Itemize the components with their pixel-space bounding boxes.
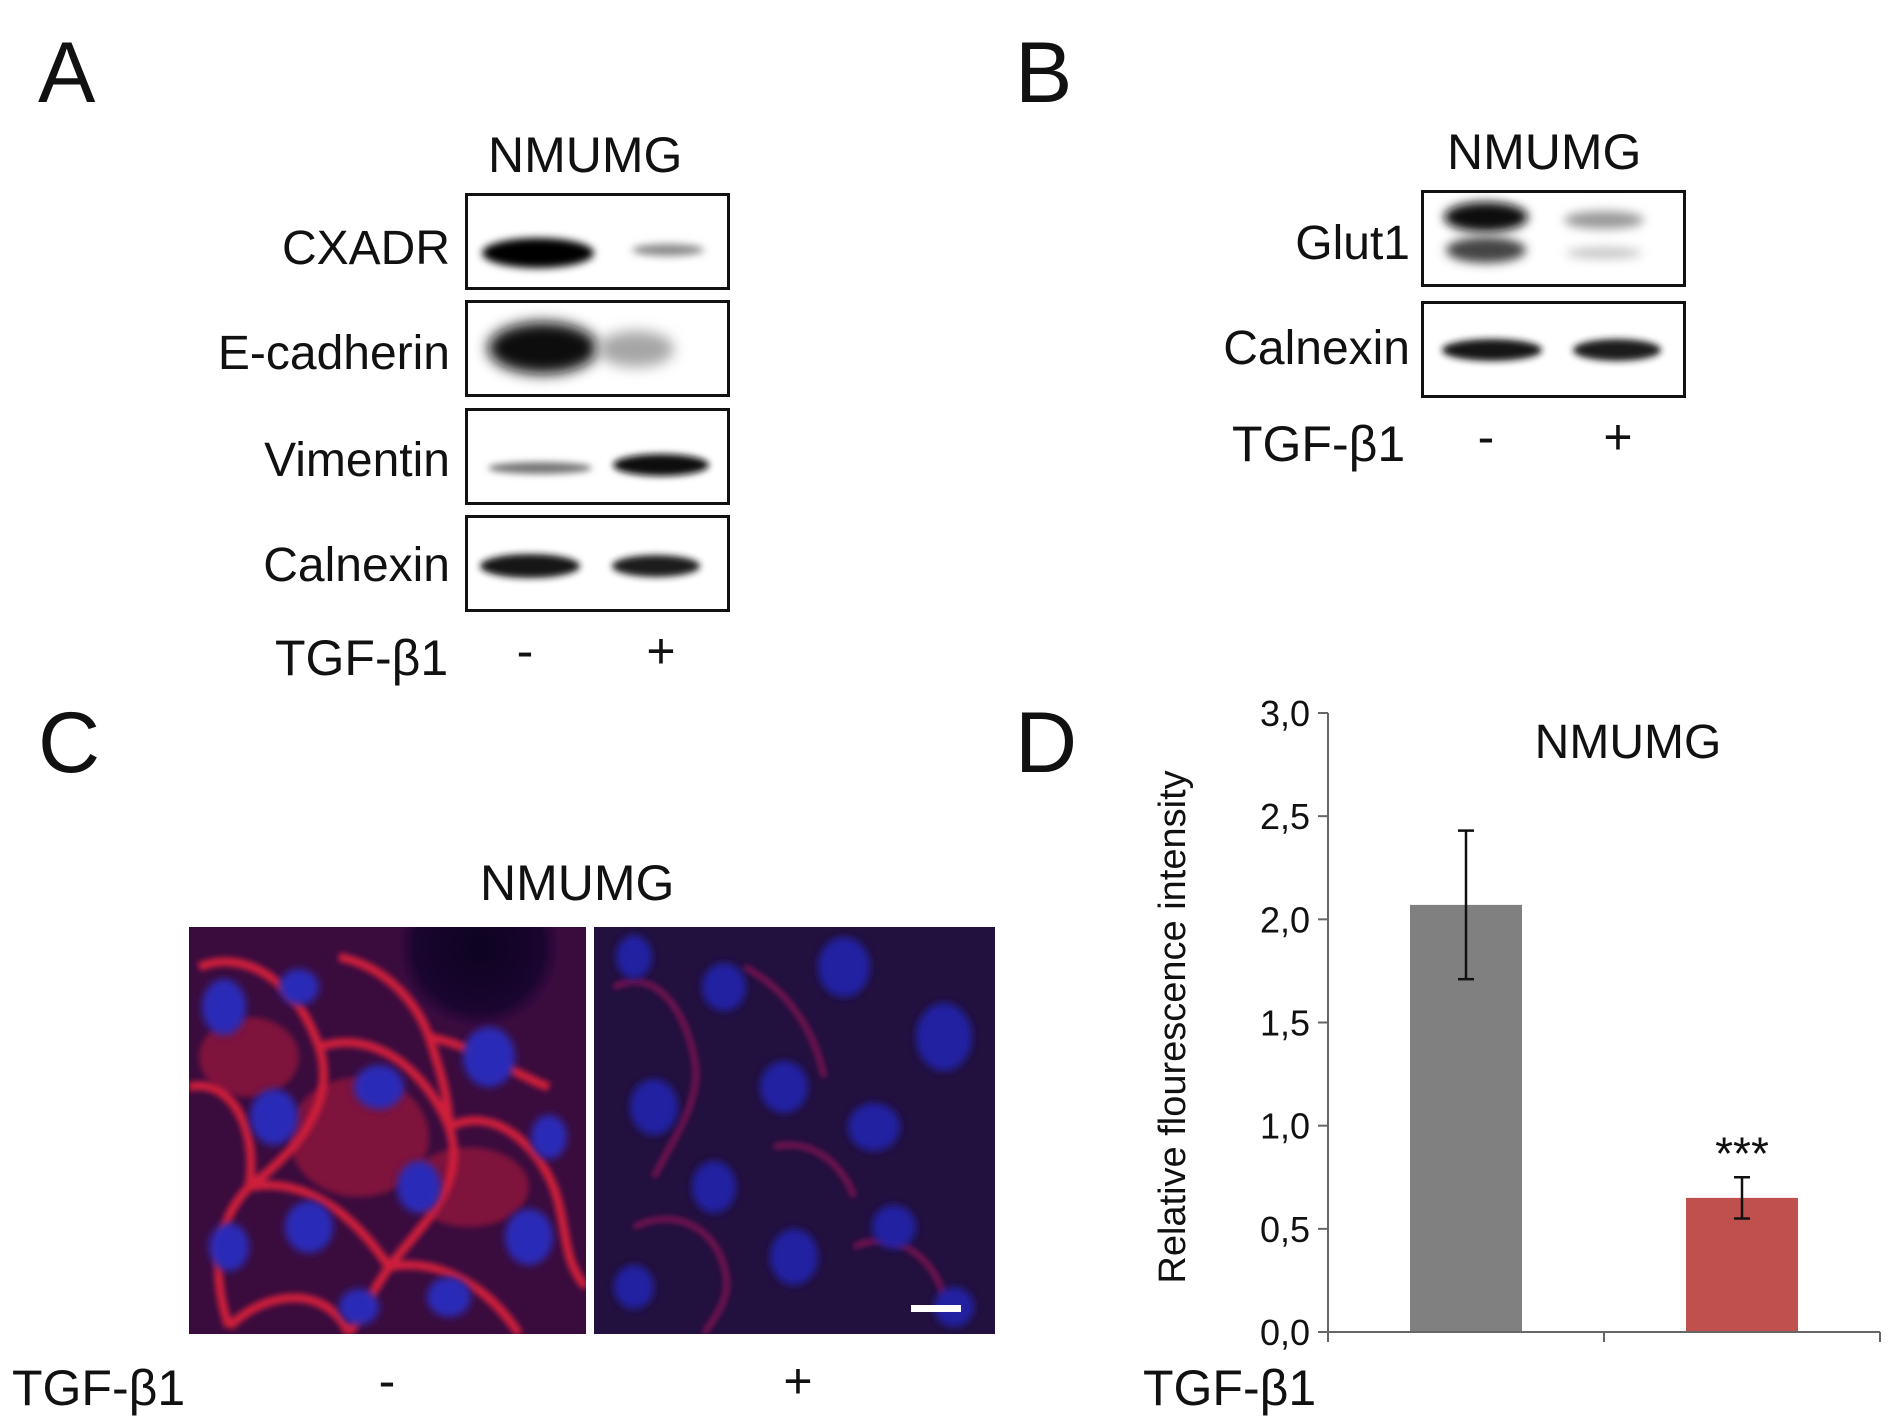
blot-b-label-calnexin: Calnexin <box>1223 322 1410 375</box>
y-tick-label: 2,0 <box>1260 899 1310 940</box>
panel-c-treatment-label: TGF-β1 <box>12 1360 186 1416</box>
panel-a-title: NMUMG <box>488 127 683 183</box>
blot-a-label-vimentin: Vimentin <box>264 434 450 487</box>
micrograph-control-image <box>189 927 586 1334</box>
micrograph-control <box>189 927 586 1334</box>
panel-a-treatment-label: TGF-β1 <box>275 630 449 686</box>
blot-a-cxadr-bands <box>482 238 704 268</box>
panel-b-minus: - <box>1477 409 1495 465</box>
panel-b-plus: + <box>1603 409 1633 465</box>
blot-b-calnexin <box>1421 301 1686 398</box>
panel-d-treatment-label: TGF-β1 <box>1143 1360 1317 1416</box>
panel-a-letter: A <box>38 25 96 121</box>
scale-bar <box>911 1305 961 1312</box>
blot-a-label-calnexin: Calnexin <box>263 539 450 592</box>
panel-a-minus: - <box>516 623 534 679</box>
chart-title: NMUMG <box>1535 716 1722 769</box>
blot-a-label-ecadherin: E-cadherin <box>217 327 450 380</box>
significance-label: *** <box>1715 1127 1769 1179</box>
panel-a-plus: + <box>646 623 676 679</box>
y-tick-label: 0,0 <box>1260 1312 1310 1350</box>
bar <box>1686 1197 1798 1332</box>
blot-b-glut1 <box>1421 190 1686 287</box>
y-tick-label: 1,0 <box>1260 1106 1310 1147</box>
blot-a-vimentin-bands <box>488 454 709 476</box>
bar-chart: NMUMG Relative flourescence intensity 0,… <box>1152 693 1881 1350</box>
blot-b-calnexin-bands <box>1442 339 1661 361</box>
blot-a-calnexin <box>465 515 730 612</box>
panel-b-title: NMUMG <box>1447 124 1642 180</box>
panel-c-title: NMUMG <box>480 855 675 911</box>
blot-a-cxadr <box>465 193 730 290</box>
blot-b-glut1-bands <box>1444 202 1644 263</box>
blot-a-calnexin-bands <box>480 554 700 578</box>
panel-c-letter: C <box>38 695 101 791</box>
blot-a-ecadherin-bands <box>488 322 674 374</box>
y-tick-label: 0,5 <box>1260 1209 1310 1250</box>
y-tick-label: 2,5 <box>1260 796 1310 837</box>
micrograph-tgfb1 <box>594 927 995 1334</box>
panel-d-letter: D <box>1015 695 1078 791</box>
y-tick-label: 3,0 <box>1260 693 1310 734</box>
micrograph-tgfb1-image <box>594 927 995 1334</box>
blot-a-vimentin <box>465 408 730 505</box>
chart-y-axis-label: Relative flourescence intensity <box>1152 770 1194 1283</box>
blot-b-label-glut1: Glut1 <box>1295 217 1410 270</box>
panel-c-plus: + <box>783 1353 813 1409</box>
panel-c-minus: - <box>378 1353 396 1409</box>
panel-b-treatment-label: TGF-β1 <box>1232 416 1406 472</box>
blot-a-ecadherin <box>465 300 730 397</box>
blot-a-label-cxadr: CXADR <box>281 222 450 275</box>
panel-b-letter: B <box>1015 25 1073 121</box>
y-tick-label: 1,5 <box>1260 1003 1310 1044</box>
